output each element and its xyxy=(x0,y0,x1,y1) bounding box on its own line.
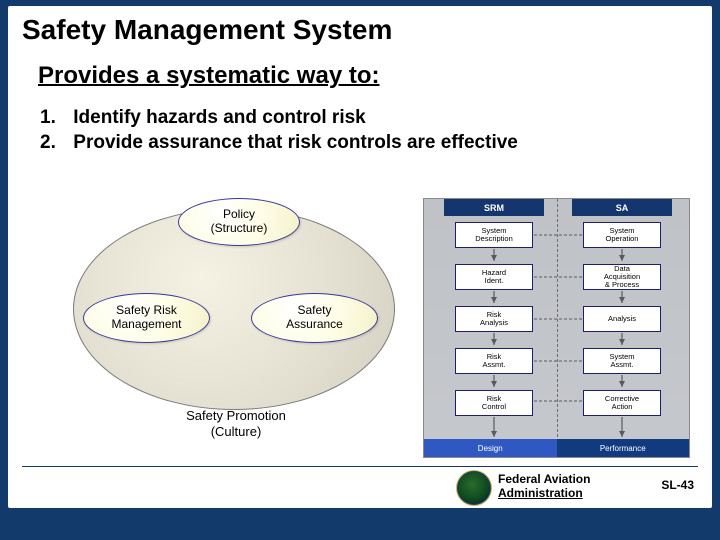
bullet-list: 1. Identify hazards and control risk 2. … xyxy=(40,106,692,155)
org-line1: Federal Aviation xyxy=(498,472,590,486)
flow-box: SystemOperation xyxy=(583,222,661,248)
flow-box: SystemDescription xyxy=(455,222,533,248)
oval-promotion-label: Safety Promotion(Culture) xyxy=(156,408,316,439)
bullet-number: 2. xyxy=(40,131,68,156)
bullet-number: 1. xyxy=(40,106,68,131)
footer-rule xyxy=(22,466,698,467)
oval-node-srm: Safety RiskManagement xyxy=(83,293,210,343)
flow-box: RiskAnalysis xyxy=(455,306,533,332)
flow-box: RiskControl xyxy=(455,390,533,416)
flow-box: Analysis xyxy=(583,306,661,332)
slide-card: Safety Management System Provides a syst… xyxy=(8,6,712,508)
slide-title: Safety Management System xyxy=(22,14,392,46)
slide-subtitle: Provides a systematic way to: xyxy=(38,62,379,90)
flow-bottom-bar: Design Performance xyxy=(424,439,689,457)
flow-bottom-left: Design xyxy=(424,439,557,457)
flowchart: SRM SA xyxy=(423,198,690,458)
flow-box: RiskAssmt. xyxy=(455,348,533,374)
graphics-region: Policy(Structure) Safety RiskManagement … xyxy=(28,178,698,468)
bullet-text: Provide assurance that risk controls are… xyxy=(73,132,518,153)
oval-node-policy: Policy(Structure) xyxy=(178,198,300,246)
flow-bottom-right: Performance xyxy=(557,439,690,457)
slide-number: SL-43 xyxy=(661,478,694,492)
oval-node-sa: SafetyAssurance xyxy=(251,293,378,343)
footer: Federal Aviation Administration SL-43 xyxy=(8,474,712,508)
org-name: Federal Aviation Administration xyxy=(498,473,590,501)
flow-box: DataAcquisition& Process xyxy=(583,264,661,290)
org-line2: Administration xyxy=(498,486,583,500)
flow-box: CorrectiveAction xyxy=(583,390,661,416)
flow-box: SystemAssmt. xyxy=(583,348,661,374)
list-item: 2. Provide assurance that risk controls … xyxy=(40,131,692,156)
bullet-text: Identify hazards and control risk xyxy=(73,107,365,128)
faa-seal-icon xyxy=(456,470,492,506)
list-item: 1. Identify hazards and control risk xyxy=(40,106,692,131)
flow-box: HazardIdent. xyxy=(455,264,533,290)
